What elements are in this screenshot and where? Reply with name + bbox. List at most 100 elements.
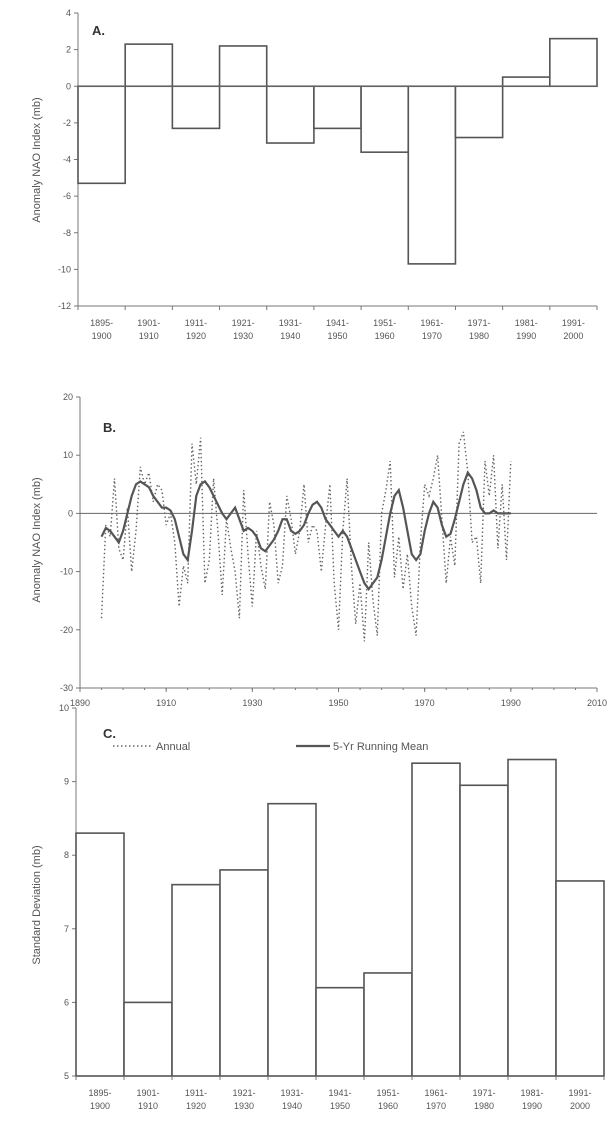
panel-b-x-tick-label: 1970 xyxy=(415,698,435,708)
panel-b-y-tick-label: 10 xyxy=(63,450,73,460)
panel-a-x-tick-label: 1990 xyxy=(516,331,536,341)
panel-c-x-tick-label: 1951- xyxy=(376,1088,399,1098)
panel-c-x-tick-label: 1941- xyxy=(328,1088,351,1098)
panel-b-x-tick-label: 1890 xyxy=(70,698,90,708)
panel-a-label: A. xyxy=(92,23,105,38)
panel-a-x-tick-label: 1930 xyxy=(233,331,253,341)
panel-a-x-tick-label: 1931- xyxy=(279,318,302,328)
panel-a-bar xyxy=(549,37,598,88)
panel-b-y-tick-label: -30 xyxy=(60,683,73,693)
panel-b-line-chart: B. Anomaly NAO Index (mb) Annual 5-Yr Ru… xyxy=(31,392,607,753)
panel-c-bar xyxy=(555,880,605,1077)
panel-c-x-tick-label: 1991- xyxy=(568,1088,591,1098)
panel-c-x-tick-label: 1911- xyxy=(185,1088,207,1098)
panel-c-bar xyxy=(363,972,413,1077)
panel-c-y-tick-label: 10 xyxy=(59,703,69,713)
panel-c-x-tick-label: 1900 xyxy=(90,1101,110,1111)
panel-c-x-tick-label: 1910 xyxy=(138,1101,158,1111)
panel-c-x-tick-label: 1895- xyxy=(88,1088,111,1098)
panel-a-x-tick-label: 1991- xyxy=(562,318,585,328)
panel-a-x-tick-label: 1910 xyxy=(139,331,159,341)
panel-c-x-tick-label: 1921- xyxy=(232,1088,255,1098)
panel-a-x-tick-label: 1971- xyxy=(468,318,491,328)
panel-a-y-axis-label: Anomaly NAO Index (mb) xyxy=(31,97,43,222)
panel-c-x-tick-label: 2000 xyxy=(570,1101,590,1111)
panel-c-x-tick-label: 1961- xyxy=(424,1088,447,1098)
panel-b-annual-series xyxy=(100,431,512,642)
panel-c-x-tick-label: 1901- xyxy=(136,1088,159,1098)
panel-a-bar xyxy=(454,85,504,139)
panel-c-x-tick-label: 1960 xyxy=(378,1101,398,1111)
panel-a-x-tick-label: 1961- xyxy=(420,318,443,328)
panel-a-x-tick-label: 1921- xyxy=(232,318,255,328)
panel-b-running-mean-series xyxy=(100,470,511,591)
panel-a-y-tick-label: 2 xyxy=(66,45,71,55)
panel-c-bar xyxy=(315,986,365,1077)
panel-c-x-tick-label: 1971- xyxy=(472,1088,495,1098)
panel-b-x-tick-label: 1910 xyxy=(156,698,176,708)
panel-a-bar xyxy=(501,76,551,88)
panel-b-x-tick-label: 1990 xyxy=(501,698,521,708)
panel-a-y-tick-label: -4 xyxy=(63,155,71,165)
legend-annual-label: Annual xyxy=(156,741,190,753)
panel-a-y-tick-label: 0 xyxy=(66,81,71,91)
panel-c-x-tick-label: 1950 xyxy=(330,1101,350,1111)
panel-b-x-tick-label: 1930 xyxy=(242,698,262,708)
panel-a-bar xyxy=(265,85,315,144)
panel-c-x-tick-label: 1940 xyxy=(282,1101,302,1111)
panel-a-y-tick-label: 4 xyxy=(66,8,71,18)
panel-a-x-tick-label: 1895- xyxy=(90,318,113,328)
panel-a-x-tick-label: 1911- xyxy=(185,318,207,328)
panel-a-x-tick-label: 1920 xyxy=(186,331,206,341)
panel-a-bar xyxy=(407,85,457,265)
panel-c-bar xyxy=(507,758,557,1077)
panel-c-x-tick-label: 1970 xyxy=(426,1101,446,1111)
panel-a-bar-chart: A. Anomaly NAO Index (mb) 4 2 0 -2 -4 -6 -8 -10… xyxy=(31,8,598,341)
panel-a-x-tick-label: 1900 xyxy=(92,331,112,341)
panel-c-bar-chart: C. Standard Deviation (mb) 10 9 8 7 6 5 1895- 1… xyxy=(31,703,605,1111)
panel-a-y-tick-label: -6 xyxy=(63,191,71,201)
panel-a-x-tick-label: 1960 xyxy=(375,331,395,341)
panel-a-x-tick-label: 1980 xyxy=(469,331,489,341)
panel-c-x-tick-label: 1920 xyxy=(186,1101,206,1111)
panel-c-x-tick-label: 1931- xyxy=(280,1088,303,1098)
panel-a-x-tick-label: 1951- xyxy=(373,318,396,328)
panel-c-y-tick-label: 9 xyxy=(64,777,69,787)
panel-a-bar xyxy=(77,85,126,185)
panel-c-bar xyxy=(411,762,461,1077)
panel-a-x-tick-label: 1970 xyxy=(422,331,442,341)
panel-a-x-tick-label: 1940 xyxy=(280,331,300,341)
panel-c-y-tick-label: 7 xyxy=(64,924,69,934)
panel-c-x-tick-label: 1930 xyxy=(234,1101,254,1111)
panel-a-bar xyxy=(218,45,268,88)
panel-a-x-tick-label: 1950 xyxy=(327,331,347,341)
panel-a-y-tick-label: -8 xyxy=(63,228,71,238)
panel-a-x-tick-label: 1981- xyxy=(515,318,538,328)
panel-a-y-tick-label: -12 xyxy=(58,301,71,311)
panel-b-label: B. xyxy=(103,420,116,435)
panel-b-y-tick-label: -20 xyxy=(60,625,73,635)
panel-a-x-tick-label: 1901- xyxy=(137,318,160,328)
panel-b-y-tick-label: 20 xyxy=(63,392,73,402)
panel-c-x-tick-label: 1990 xyxy=(522,1101,542,1111)
legend-running-mean-label: 5-Yr Running Mean xyxy=(333,741,428,753)
panel-c-bar xyxy=(123,1001,173,1077)
panel-a-y-tick-label: -10 xyxy=(58,264,71,274)
panel-c-x-tick-label: 1981- xyxy=(520,1088,543,1098)
panel-a-y-tick-label: -2 xyxy=(63,118,71,128)
panel-a-bar xyxy=(124,43,174,88)
panel-b-x-tick-label: 1950 xyxy=(328,698,348,708)
panel-b-y-tick-label: -10 xyxy=(60,567,73,577)
panel-a-bar xyxy=(360,85,410,153)
panel-b-y-tick-label: 0 xyxy=(68,508,73,518)
panel-c-y-tick-label: 5 xyxy=(64,1071,69,1081)
panel-c-y-tick-label: 6 xyxy=(64,997,69,1007)
panel-c-bar xyxy=(75,832,125,1077)
panel-c-y-tick-label: 8 xyxy=(64,850,69,860)
panel-c-bar xyxy=(171,883,221,1077)
panel-b-x-tick-label: 2010 xyxy=(587,698,607,708)
panel-a-x-tick-label: 2000 xyxy=(563,331,583,341)
panel-c-bar xyxy=(267,802,317,1077)
panel-a-bar xyxy=(171,85,221,130)
